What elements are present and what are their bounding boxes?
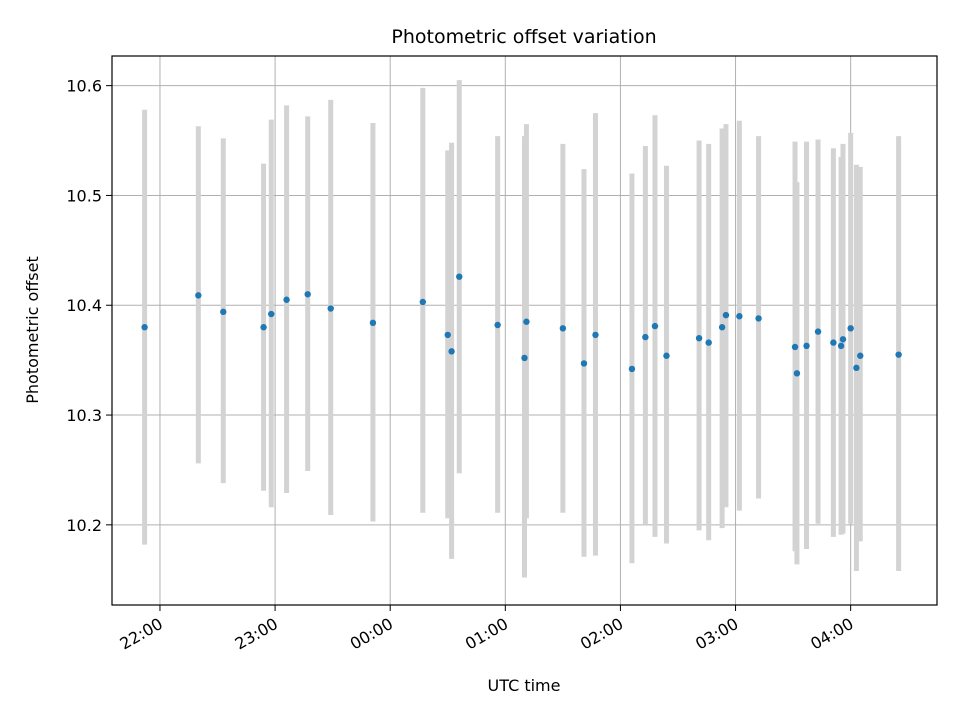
y-tick-label: 10.4	[66, 296, 102, 315]
data-point	[268, 310, 275, 318]
data-point	[651, 322, 659, 330]
y-axis-ticks: 10.2 10.3 10.4 10.5 10.6	[66, 77, 112, 535]
data-point	[448, 348, 455, 355]
data-point	[304, 291, 311, 298]
data-point	[559, 325, 567, 332]
data-point	[663, 352, 670, 359]
y-tick-label: 10.6	[66, 77, 102, 96]
data-point	[895, 351, 902, 358]
data-point	[195, 292, 202, 299]
data-point	[791, 343, 799, 351]
chart-title: Photometric offset variation	[391, 26, 656, 48]
data-point	[793, 370, 801, 377]
data-point	[830, 339, 837, 346]
data-point	[592, 331, 599, 339]
data-point	[718, 324, 726, 331]
x-axis-label: UTC time	[488, 676, 561, 695]
data-point	[327, 305, 334, 312]
y-tick-label: 10.5	[66, 186, 102, 205]
data-point	[419, 298, 427, 306]
data-point	[705, 339, 712, 346]
data-point	[642, 333, 649, 341]
data-point	[260, 324, 267, 331]
data-point	[369, 319, 377, 327]
data-point	[857, 352, 864, 359]
data-point	[695, 334, 703, 342]
data-point	[494, 321, 501, 329]
data-point	[722, 311, 730, 319]
y-tick-label: 10.3	[66, 406, 102, 425]
data-point	[141, 324, 148, 331]
data-point	[814, 328, 822, 335]
plot-frame	[111, 55, 938, 606]
data-point	[580, 360, 588, 367]
y-axis-label: Photometric offset	[23, 256, 42, 404]
data-point	[523, 318, 530, 325]
data-point	[628, 365, 636, 373]
data-point	[847, 325, 854, 332]
data-point	[736, 313, 743, 320]
data-point	[837, 342, 845, 350]
data-point	[220, 308, 227, 316]
data-point	[853, 364, 860, 372]
data-point	[803, 342, 810, 350]
data-points	[141, 273, 902, 377]
data-point	[755, 315, 762, 322]
data-point	[839, 336, 847, 343]
data-point	[456, 273, 463, 280]
y-tick-label: 10.2	[66, 516, 102, 535]
data-point	[521, 354, 528, 362]
data-point	[444, 331, 451, 339]
data-point	[283, 296, 290, 303]
